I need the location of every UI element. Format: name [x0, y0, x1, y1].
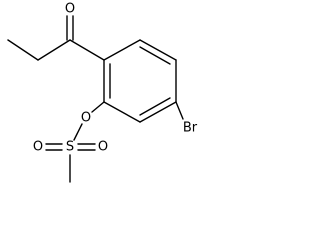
atom-label: Br: [183, 121, 198, 136]
atom-label: S: [66, 140, 74, 155]
atom-label: O: [33, 140, 43, 155]
bond: [37, 39, 71, 61]
bond: [139, 97, 171, 116]
bond: [91, 101, 105, 113]
bond: [139, 46, 171, 65]
page: {"atoms": ["O", "Br", "O", "S", "O", "O"…: [7, 1, 198, 183]
bond: [103, 39, 141, 61]
atom-label: O: [98, 140, 108, 155]
atom-label: O: [65, 2, 75, 17]
bond: [69, 39, 105, 61]
bond: [175, 101, 184, 120]
bond: [103, 101, 141, 123]
bond: [73, 123, 83, 141]
atom-label: O: [81, 111, 91, 126]
bond: [7, 39, 39, 61]
structure-diagram: O Br O S O O: [7, 2, 198, 183]
bond: [139, 39, 177, 61]
bond: [139, 101, 177, 123]
